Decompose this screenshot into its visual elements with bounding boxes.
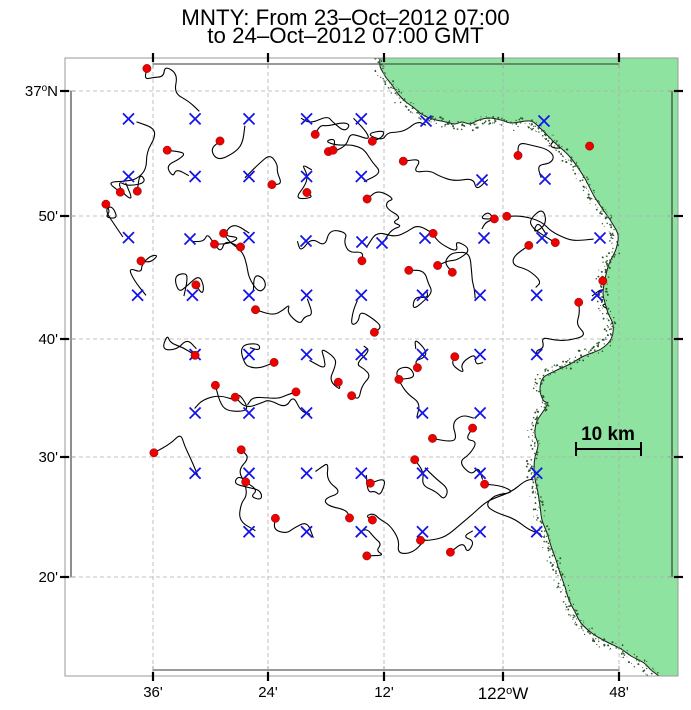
svg-text:30': 30' (38, 449, 58, 466)
svg-text:48': 48' (609, 684, 629, 701)
svg-text:50': 50' (38, 208, 58, 225)
svg-text:37oN: 37oN (25, 83, 58, 100)
svg-text:36': 36' (143, 684, 163, 701)
svg-text:10 km: 10 km (581, 424, 635, 445)
svg-text:24': 24' (258, 684, 278, 701)
svg-text:12': 12' (374, 684, 394, 701)
svg-text:20': 20' (38, 569, 58, 586)
svg-text:122oW: 122oW (478, 684, 529, 703)
svg-text:40': 40' (38, 331, 58, 348)
